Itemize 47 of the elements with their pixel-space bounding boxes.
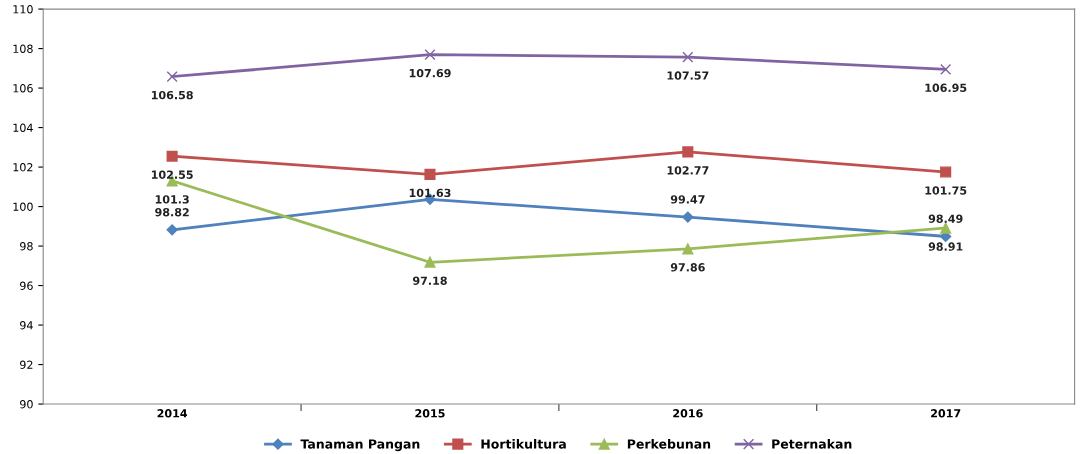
- x-tick-label: 2017: [931, 409, 961, 418]
- data-label: 97.18: [412, 276, 447, 285]
- point: [940, 63, 952, 75]
- data-label: 106.58: [151, 90, 193, 100]
- y-tick-label: 102: [13, 163, 33, 172]
- data-label: 101.63: [409, 188, 451, 198]
- legend-label: Perkebunan: [627, 439, 711, 449]
- legend-label: Peternakan: [772, 439, 852, 449]
- data-label: 98.82: [155, 208, 189, 217]
- point: [682, 51, 694, 63]
- point: [424, 168, 436, 180]
- point: [166, 224, 178, 236]
- y-tick-label: 92: [20, 360, 33, 369]
- data-label: 97.86: [670, 263, 705, 272]
- x-tick-label: 2015: [415, 409, 445, 418]
- y-tick-label: 90: [20, 400, 33, 409]
- point: [424, 256, 436, 268]
- x-tick-label: 2016: [673, 409, 703, 418]
- point: [682, 211, 694, 223]
- point: [940, 222, 952, 234]
- y-tick-label: 96: [20, 281, 33, 290]
- y-tick-label: 106: [13, 84, 33, 93]
- data-label: 107.57: [667, 71, 709, 80]
- x-tick-label: 2014: [157, 409, 188, 418]
- data-label: 101.75: [925, 186, 967, 195]
- point: [166, 150, 178, 162]
- y-tick-label: 104: [13, 123, 33, 132]
- legend-label: Tanaman Pangan: [300, 439, 420, 452]
- point: [682, 146, 694, 158]
- y-tick-label: 100: [13, 202, 33, 211]
- point: [682, 243, 694, 255]
- y-tick-label: 108: [13, 44, 33, 53]
- data-label: 106.95: [925, 83, 967, 92]
- data-label: 101.3: [155, 195, 189, 204]
- data-label: 102.77: [667, 166, 709, 175]
- y-tick-label: 110: [13, 5, 33, 14]
- y-tick-label: 94: [20, 321, 33, 330]
- point: [424, 49, 436, 61]
- data-label: 99.47: [670, 195, 705, 204]
- legend-label: Hortikultura: [481, 439, 566, 449]
- point: [940, 166, 952, 178]
- data-label: 98.49: [928, 214, 963, 223]
- data-label: 102.55: [151, 170, 193, 179]
- data-label: 107.69: [409, 68, 451, 78]
- point: [166, 71, 178, 83]
- data-label: 98.91: [928, 242, 963, 251]
- y-tick-label: 98: [20, 242, 33, 251]
